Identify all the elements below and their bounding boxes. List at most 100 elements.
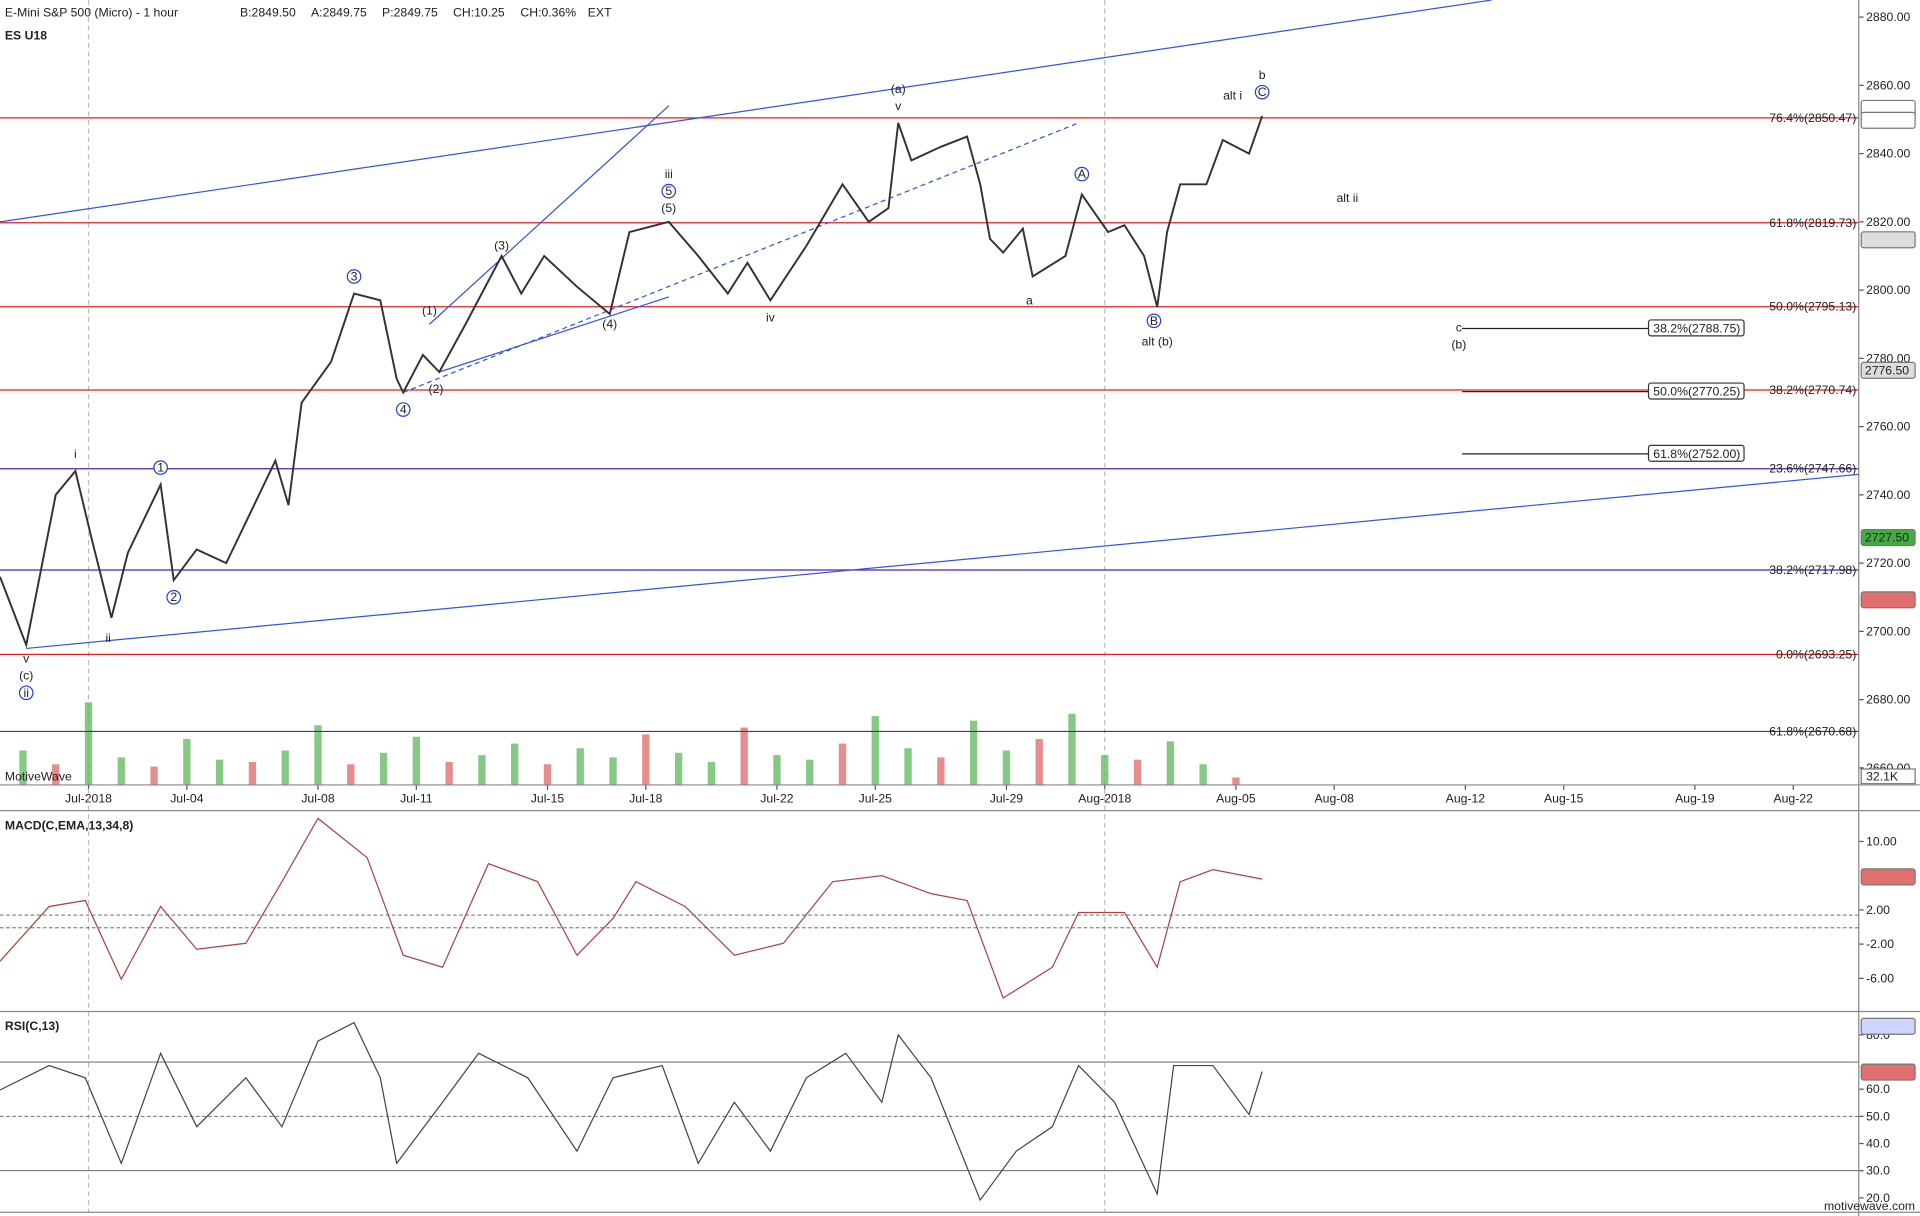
fib-label: 38.2%(2788.75) bbox=[1653, 322, 1740, 336]
x-tick-label: Jul-29 bbox=[990, 791, 1024, 805]
volume-bar bbox=[150, 766, 158, 785]
wave-label: 4 bbox=[400, 403, 407, 417]
volume-bar bbox=[1199, 764, 1207, 785]
macd-title: MACD(C,EMA,13,34,8) bbox=[5, 818, 134, 832]
price-marker: 2776.50 bbox=[1865, 363, 1909, 377]
indicator-line bbox=[0, 115, 1264, 649]
volume-bar bbox=[347, 764, 355, 785]
volume-bar bbox=[871, 716, 879, 785]
volume-bar bbox=[412, 736, 421, 785]
wave-label: v bbox=[23, 652, 30, 666]
volume-bar bbox=[84, 702, 93, 785]
volume-bar bbox=[117, 757, 125, 785]
y-tick-label: 2840.00 bbox=[1866, 147, 1910, 161]
y-tick-label: 60.0 bbox=[1866, 1082, 1890, 1096]
indicator-line bbox=[0, 817, 1263, 999]
y-tick-label: -6.00 bbox=[1866, 971, 1894, 985]
wave-label: C bbox=[1258, 85, 1267, 99]
wave-label: 5 bbox=[665, 184, 672, 198]
x-tick-label: Jul-18 bbox=[629, 791, 663, 805]
price-marker-box bbox=[1860, 528, 1916, 547]
watermark: MotiveWave bbox=[5, 769, 72, 783]
volume-marker: 32.1K bbox=[1866, 769, 1899, 783]
volume-bar bbox=[19, 750, 27, 785]
wave-circle bbox=[346, 269, 362, 284]
volume-bar bbox=[642, 734, 650, 785]
fib-label: 76.4%(2850.47) bbox=[1769, 111, 1856, 125]
trendline bbox=[26, 473, 1859, 650]
wave-label: 3 bbox=[351, 269, 358, 283]
wave-label: iii bbox=[665, 167, 673, 181]
y-tick-label: 2880.00 bbox=[1866, 10, 1910, 24]
price-marker-box bbox=[1860, 1017, 1916, 1035]
price-marker-box bbox=[1860, 591, 1916, 609]
wave-label: i bbox=[74, 447, 77, 461]
instrument-title: E-Mini S&P 500 (Micro) - 1 hour bbox=[5, 5, 178, 19]
fib-label: 38.2%(2717.98) bbox=[1769, 563, 1856, 577]
last-price: P:2849.75 bbox=[382, 5, 438, 19]
wave-label: alt ii bbox=[1336, 191, 1358, 205]
x-tick-label: Aug-05 bbox=[1216, 791, 1256, 805]
y-tick-label: -2.00 bbox=[1866, 937, 1894, 951]
volume-bar bbox=[707, 761, 716, 785]
wave-label: v bbox=[895, 99, 902, 113]
volume-bar bbox=[1035, 739, 1043, 785]
wave-circle bbox=[1254, 84, 1270, 100]
volume-bar bbox=[1133, 759, 1142, 785]
y-tick-label: 2680.00 bbox=[1866, 693, 1910, 707]
volume-bar bbox=[379, 752, 388, 785]
volume-marker-box bbox=[1860, 768, 1916, 785]
volume-bar bbox=[52, 764, 60, 785]
wave-label: b bbox=[1259, 68, 1266, 82]
wave-label: 2 bbox=[170, 590, 177, 604]
rsi-title: RSI(C,13) bbox=[5, 1019, 59, 1033]
x-tick-label: Aug-19 bbox=[1675, 791, 1715, 805]
wave-label: (1) bbox=[422, 304, 437, 318]
price-marker-box bbox=[1860, 1063, 1916, 1081]
y-tick-label: 2720.00 bbox=[1866, 556, 1910, 570]
trendline bbox=[439, 296, 669, 373]
y-tick-label: 40.0 bbox=[1866, 1137, 1890, 1151]
volume-bar bbox=[1068, 713, 1076, 785]
price-marker-box bbox=[1860, 361, 1916, 379]
wave-circle bbox=[395, 402, 411, 417]
y-tick-label: 30.0 bbox=[1866, 1164, 1890, 1178]
volume-bar bbox=[937, 757, 945, 785]
fib-label: 61.8%(2670.68) bbox=[1769, 724, 1856, 738]
y-tick-label: 2760.00 bbox=[1866, 420, 1910, 434]
volume-bar bbox=[478, 755, 486, 785]
trendline bbox=[402, 122, 1079, 394]
wave-label: 1 bbox=[157, 461, 164, 475]
x-tick-label: Aug-15 bbox=[1544, 791, 1584, 805]
volume-bar bbox=[674, 752, 683, 785]
fib-label-box bbox=[1647, 382, 1745, 400]
price-marker-box bbox=[1860, 868, 1916, 886]
fib-label: 50.0%(2770.25) bbox=[1653, 385, 1740, 399]
y-tick-label: 2740.00 bbox=[1866, 488, 1910, 502]
y-tick-label: 10.00 bbox=[1866, 834, 1897, 848]
wave-label: (b) bbox=[1451, 338, 1466, 352]
wave-label: ii bbox=[105, 631, 110, 645]
y-tick-label: 2820.00 bbox=[1866, 215, 1910, 229]
volume-bar bbox=[969, 720, 978, 785]
volume-bar bbox=[609, 757, 617, 785]
volume-bar bbox=[1166, 741, 1175, 785]
change-pct: CH:0.36% bbox=[520, 5, 576, 19]
volume-bar bbox=[1101, 755, 1109, 785]
x-tick-label: Aug-08 bbox=[1315, 791, 1355, 805]
volume-bar bbox=[904, 748, 912, 785]
y-tick-label: 2860.00 bbox=[1866, 78, 1910, 92]
indicator-line bbox=[0, 1021, 1263, 1202]
wave-label: iv bbox=[766, 310, 776, 324]
wave-label: a bbox=[1026, 293, 1033, 307]
volume-bar bbox=[543, 764, 552, 785]
site: motivewave.com bbox=[1824, 1199, 1915, 1213]
trendline bbox=[429, 105, 670, 325]
volume-bar bbox=[281, 750, 289, 785]
price-marker-box bbox=[1860, 111, 1916, 129]
wave-circle bbox=[1074, 166, 1090, 182]
